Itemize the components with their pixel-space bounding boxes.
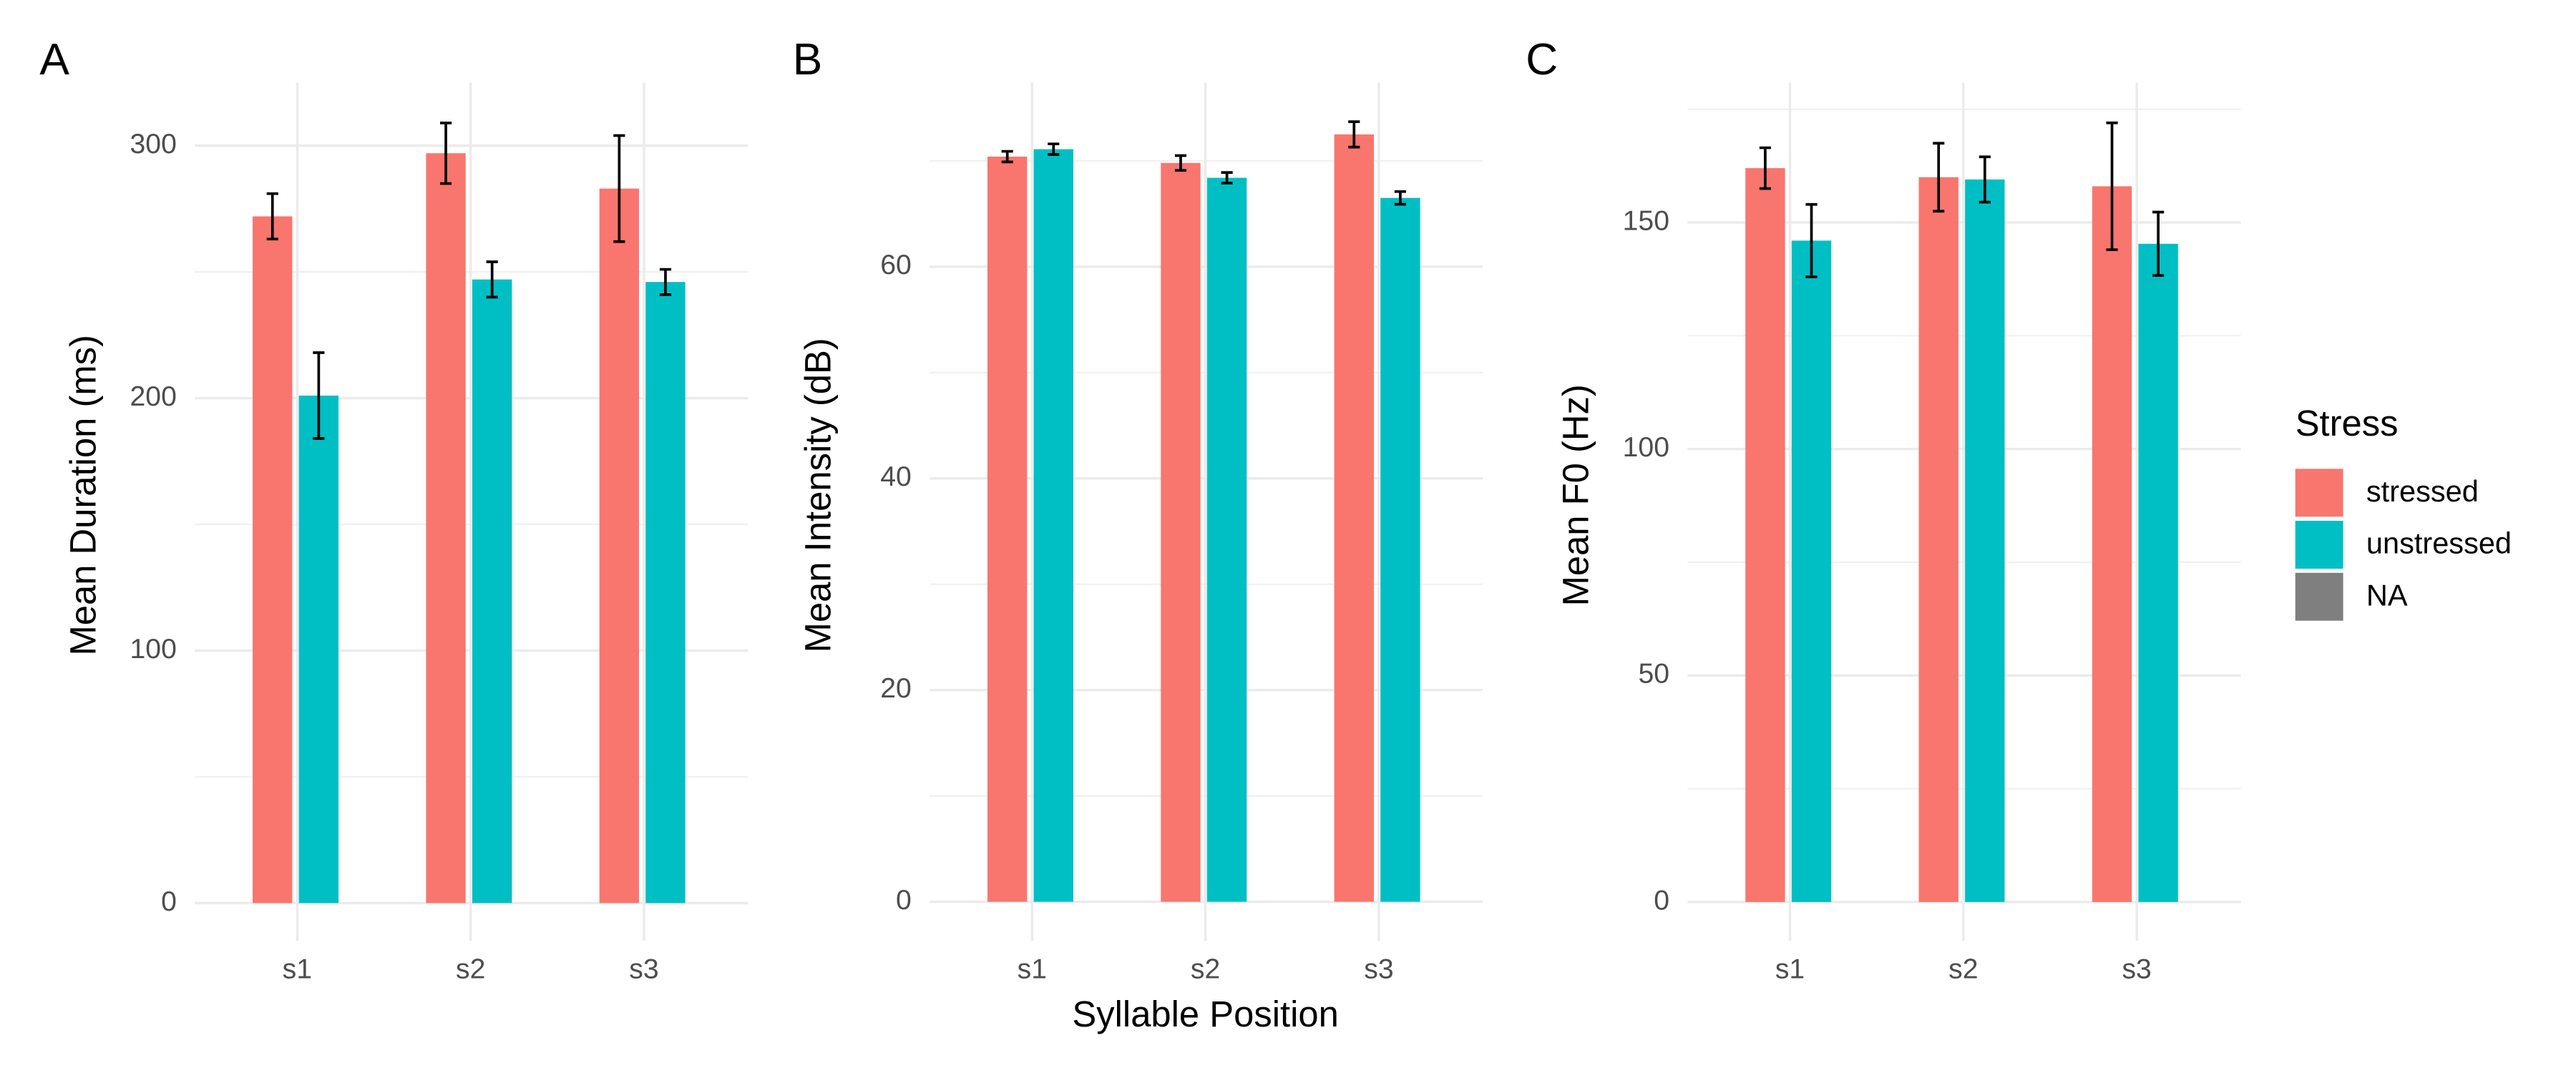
legend-label: NA (2366, 578, 2408, 612)
bar (1965, 179, 2005, 902)
bar (2138, 243, 2178, 902)
error-bar (486, 260, 498, 299)
legend-swatch (2295, 572, 2343, 621)
bar (472, 279, 512, 903)
error-bar (1001, 150, 1013, 164)
legend-swatch (2295, 469, 2343, 517)
bar (1918, 177, 1958, 902)
y-tick-label: 300 (130, 128, 176, 160)
error-bar (1348, 120, 1360, 149)
legend-label: stressed (2366, 474, 2479, 508)
x-axis-title: Syllable Position (1072, 994, 1338, 1034)
x-tick-label: s3 (629, 953, 658, 984)
panel-label: B (793, 35, 823, 84)
x-tick-label: s1 (283, 953, 312, 984)
x-tick-label: s2 (1191, 953, 1220, 984)
y-tick-label: 40 (880, 461, 912, 492)
y-axis-title: Mean F0 (Hz) (1556, 384, 1596, 606)
bar (987, 156, 1028, 902)
error-bar (1979, 155, 1991, 204)
x-tick-label: s3 (2122, 953, 2151, 984)
error-bar (613, 134, 625, 243)
y-tick-label: 20 (880, 672, 912, 704)
y-tick-label: 200 (130, 381, 176, 412)
y-tick-label: 100 (130, 633, 176, 665)
legend-swatch (2295, 521, 2343, 569)
bar (1033, 149, 1073, 902)
error-bar (1759, 146, 1771, 190)
panel-label: A (39, 35, 69, 84)
y-tick-label: 60 (880, 249, 912, 280)
bar (1206, 177, 1247, 902)
error-bar (1048, 142, 1060, 156)
error-bar (1394, 190, 1406, 206)
bar (1745, 168, 1785, 902)
bar (1791, 240, 1832, 902)
error-bar (1933, 142, 1945, 213)
y-tick-label: 100 (1623, 431, 1669, 463)
y-tick-label: 0 (1654, 884, 1669, 916)
error-bar (266, 192, 278, 241)
bar (426, 153, 466, 903)
y-tick-label: 150 (1623, 205, 1669, 236)
x-tick-label: s2 (1948, 953, 1978, 984)
x-tick-label: s3 (1364, 953, 1393, 984)
legend-title: Stress (2296, 403, 2399, 444)
y-tick-label: 0 (896, 884, 912, 916)
error-bar (440, 122, 452, 185)
bar (298, 396, 339, 903)
error-bar (313, 351, 325, 440)
error-bar (1805, 202, 1818, 278)
legend-label: unstressed (2366, 526, 2512, 560)
x-tick-label: s1 (1018, 953, 1047, 984)
error-bar (1221, 171, 1233, 185)
bar (1380, 197, 1420, 902)
bar (645, 282, 686, 903)
y-axis-title: Mean Duration (ms) (62, 335, 103, 655)
panel-label: C (1526, 35, 1558, 84)
bar (2092, 186, 2132, 902)
y-axis-title: Mean Intensity (dB) (797, 338, 838, 652)
y-tick-label: 0 (161, 886, 177, 917)
bar (253, 216, 293, 903)
error-bar (659, 268, 672, 296)
y-tick-label: 50 (1638, 658, 1669, 690)
x-tick-label: s2 (456, 953, 485, 984)
error-bar (2152, 210, 2165, 277)
bar (599, 188, 640, 903)
bar (1334, 134, 1374, 902)
bar (1161, 162, 1201, 902)
error-bar (2106, 121, 2118, 251)
error-bar (1174, 154, 1187, 172)
x-tick-label: s1 (1775, 953, 1805, 984)
